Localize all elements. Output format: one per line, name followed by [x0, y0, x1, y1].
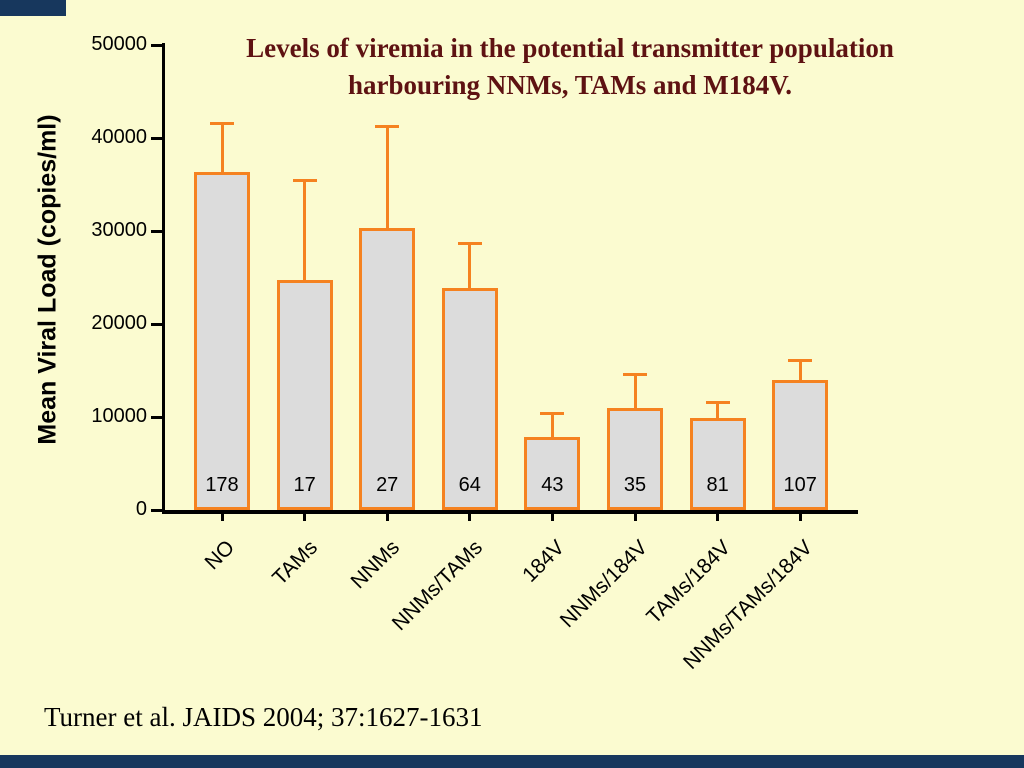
bar-count-label: 27 [376, 474, 399, 496]
x-tick [468, 514, 472, 521]
bar [194, 172, 250, 510]
x-axis [162, 510, 858, 514]
bar [689, 417, 746, 510]
error-bar-stem [303, 179, 307, 281]
bar [441, 287, 498, 510]
x-tick [220, 514, 224, 521]
error-bar-stem [716, 402, 720, 418]
error-bar-cap [375, 124, 400, 128]
bar [524, 437, 581, 510]
x-tick [385, 514, 389, 521]
x-tick [716, 514, 720, 521]
error-bar-stem [468, 243, 472, 288]
error-bar-cap [540, 412, 565, 416]
y-axis-title: Mean Viral Load (copies/ml) [33, 114, 62, 445]
error-bar-cap [788, 359, 813, 363]
y-tick-label: 0 [135, 498, 147, 520]
bar-count-label: 17 [293, 474, 316, 496]
chart-title-line1: Levels of viremia in the potential trans… [246, 33, 894, 63]
y-tick [151, 230, 162, 233]
y-tick [151, 509, 162, 512]
bar [607, 407, 663, 510]
bar-count-label: 107 [783, 474, 817, 496]
error-bar-cap [705, 401, 730, 405]
y-tick [151, 323, 162, 326]
x-tick [633, 514, 637, 521]
bar [359, 228, 416, 510]
y-tick-label: 20000 [91, 312, 147, 334]
y-tick-label: 30000 [91, 219, 147, 241]
error-bar-cap [210, 122, 234, 126]
y-tick-label: 10000 [91, 405, 147, 427]
bar [276, 280, 333, 510]
bar-count-label: 35 [623, 474, 647, 496]
error-bar-stem [550, 413, 554, 438]
y-tick [151, 44, 162, 47]
top-left-frame-decoration [0, 0, 66, 16]
y-axis [162, 43, 165, 514]
bar [772, 379, 829, 510]
x-axis-label: NNMs/TAMs/184V [679, 535, 818, 674]
bar-count-label: 64 [458, 474, 481, 496]
error-bar-stem [220, 123, 224, 173]
error-bar-stem [798, 360, 802, 380]
citation-text: Turner et al. JAIDS 2004; 37:1627-1631 [44, 702, 483, 732]
chart-title: Levels of viremia in the potential trans… [170, 30, 970, 104]
bar-count-label: 81 [706, 474, 729, 496]
bar-count-label: 178 [205, 474, 239, 496]
y-tick-label: 40000 [91, 126, 147, 148]
error-bar-stem [633, 374, 637, 408]
error-bar-cap [292, 178, 317, 182]
x-tick [303, 514, 307, 521]
error-bar-stem [385, 125, 389, 229]
error-bar-cap [457, 242, 482, 246]
error-bar-cap [623, 373, 647, 377]
x-tick [798, 514, 802, 521]
bottom-frame-decoration [0, 755, 1024, 768]
chart-title-line2: harbouring NNMs, TAMs and M184V. [347, 70, 793, 100]
y-tick-label: 50000 [91, 33, 147, 55]
y-tick [151, 137, 162, 140]
bar-count-label: 43 [541, 474, 564, 496]
x-tick [550, 514, 554, 521]
y-tick [151, 416, 162, 419]
